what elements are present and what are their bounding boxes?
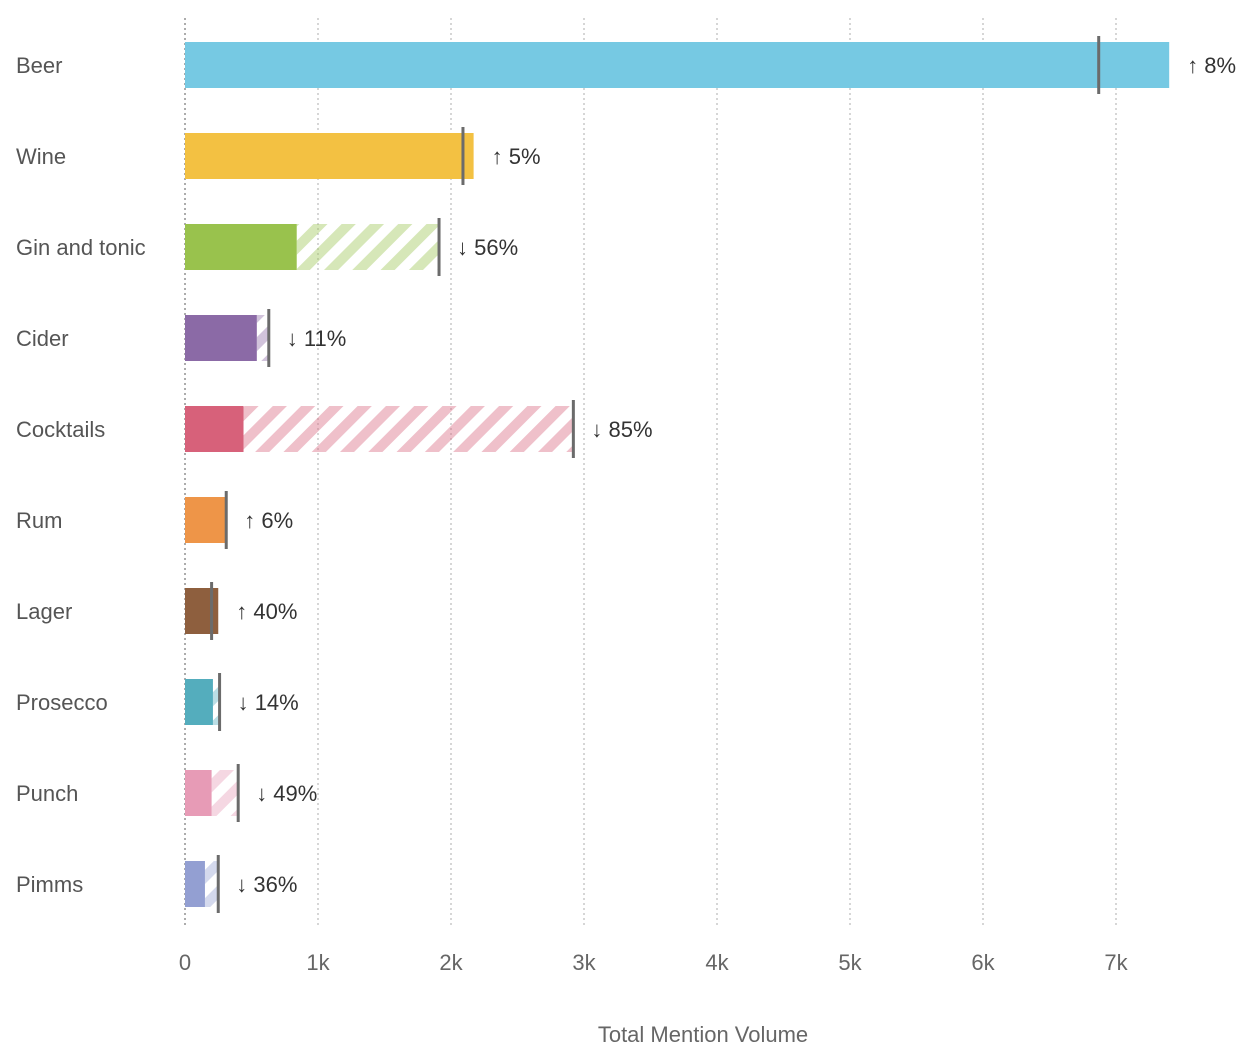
bar-gin-and-tonic[interactable] (185, 224, 297, 270)
change-label-gin-and-tonic: ↓ 56% (457, 235, 518, 260)
x-tick-label: 4k (705, 950, 729, 975)
decline-segment-prosecco (212, 679, 220, 725)
x-tick-label: 1k (306, 950, 330, 975)
decline-segment-cocktails (243, 406, 574, 452)
decline-segment-punch (211, 770, 239, 816)
bar-pimms[interactable] (185, 861, 205, 907)
bar-beer[interactable] (185, 42, 1170, 88)
decline-segment-gin-and-tonic (296, 224, 440, 270)
change-label-pimms: ↓ 36% (236, 872, 297, 897)
bars (185, 36, 1170, 913)
x-tick-label: 6k (971, 950, 995, 975)
bar-wine[interactable] (185, 133, 474, 179)
category-label-cider: Cider (16, 326, 69, 351)
x-tick-label: 7k (1104, 950, 1128, 975)
category-label-prosecco: Prosecco (16, 690, 108, 715)
bar-cocktails[interactable] (185, 406, 244, 452)
change-label-wine: ↑ 5% (492, 144, 541, 169)
change-label-cider: ↓ 11% (287, 326, 347, 351)
change-label-prosecco: ↓ 14% (238, 690, 299, 715)
bar-lager[interactable] (185, 588, 219, 634)
x-tick-label: 2k (439, 950, 463, 975)
x-axis-title: Total Mention Volume (598, 1022, 808, 1047)
category-label-pimms: Pimms (16, 872, 83, 897)
category-label-punch: Punch (16, 781, 78, 806)
bar-cider[interactable] (185, 315, 257, 361)
decline-segment-pimms (204, 861, 219, 907)
bar-punch[interactable] (185, 770, 212, 816)
x-tick-label: 0 (179, 950, 191, 975)
category-label-gin-and-tonic: Gin and tonic (16, 235, 146, 260)
change-label-cocktails: ↓ 85% (591, 417, 652, 442)
change-label-lager: ↑ 40% (236, 599, 297, 624)
change-label-punch: ↓ 49% (256, 781, 317, 806)
category-label-rum: Rum (16, 508, 62, 533)
labels: 0 1k 2k 3k 4k 5k 6k 7k Beer ↑ 8% Wine ↑ 5% Gin and t… (16, 53, 1236, 975)
decline-segment-cider (256, 315, 269, 361)
category-label-beer: Beer (16, 53, 62, 78)
category-label-lager: Lager (16, 599, 72, 624)
change-label-beer: ↑ 8% (1187, 53, 1236, 78)
category-label-wine: Wine (16, 144, 66, 169)
bar-prosecco[interactable] (185, 679, 213, 725)
category-label-cocktails: Cocktails (16, 417, 105, 442)
x-tick-label: 3k (572, 950, 596, 975)
change-label-rum: ↑ 6% (244, 508, 293, 533)
x-tick-label: 5k (838, 950, 862, 975)
bar-rum[interactable] (185, 497, 227, 543)
